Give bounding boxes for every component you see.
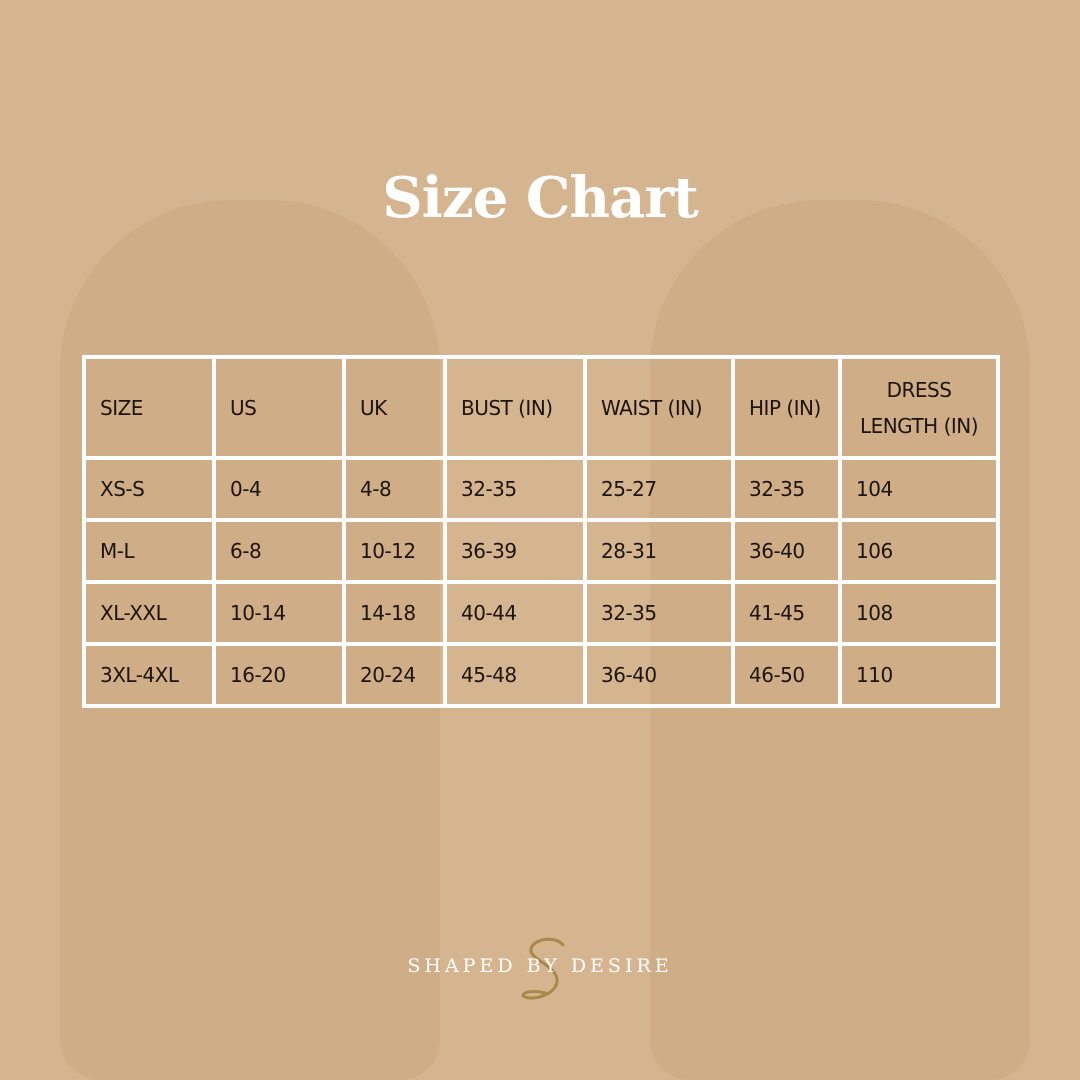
cell: XS-S (82, 456, 216, 522)
cell: 104 (838, 456, 1000, 522)
table-row: XL-XXL 10-14 14-18 40-44 32-35 41-45 108 (82, 580, 1000, 646)
brand-name: SHAPED BY DESIRE (407, 955, 673, 977)
cell: 45-48 (443, 642, 587, 708)
cell: 32-35 (443, 456, 587, 522)
cell: 28-31 (583, 518, 735, 584)
monogram-s-icon (521, 937, 565, 1000)
cell: 36-39 (443, 518, 587, 584)
cell: 10-14 (212, 580, 346, 646)
cell: 41-45 (731, 580, 842, 646)
header-cell: SIZE (82, 355, 216, 460)
cell: 36-40 (731, 518, 842, 584)
header-cell: US (212, 355, 346, 460)
cell: 108 (838, 580, 1000, 646)
cell: 32-35 (731, 456, 842, 522)
cell: 40-44 (443, 580, 587, 646)
header-cell: UK (342, 355, 447, 460)
table-row: M-L 6-8 10-12 36-39 28-31 36-40 106 (82, 518, 1000, 584)
cell: 16-20 (212, 642, 346, 708)
table-row: 3XL-4XL 16-20 20-24 45-48 36-40 46-50 11… (82, 642, 1000, 708)
cell: 46-50 (731, 642, 842, 708)
cell: 4-8 (342, 456, 447, 522)
cell: M-L (82, 518, 216, 584)
cell: 32-35 (583, 580, 735, 646)
header-cell: WAIST (IN) (583, 355, 735, 460)
cell: XL-XXL (82, 580, 216, 646)
cell: 36-40 (583, 642, 735, 708)
cell: 0-4 (212, 456, 346, 522)
page-title: Size Chart (382, 165, 699, 231)
cell: 110 (838, 642, 1000, 708)
cell: 20-24 (342, 642, 447, 708)
header-cell: HIP (IN) (731, 355, 842, 460)
cell: 3XL-4XL (82, 642, 216, 708)
size-chart-table: SIZE US UK BUST (IN) WAIST (IN) HIP (IN)… (82, 355, 1000, 708)
cell: 25-27 (583, 456, 735, 522)
table-row: XS-S 0-4 4-8 32-35 25-27 32-35 104 (82, 456, 1000, 522)
cell: 106 (838, 518, 1000, 584)
table-header-row: SIZE US UK BUST (IN) WAIST (IN) HIP (IN)… (82, 355, 1000, 460)
brand-logo: SHAPED BY DESIRE (0, 937, 1080, 1000)
header-cell: BUST (IN) (443, 355, 587, 460)
header-cell: DRESS LENGTH (IN) (838, 355, 1000, 460)
cell: 14-18 (342, 580, 447, 646)
cell: 10-12 (342, 518, 447, 584)
cell: 6-8 (212, 518, 346, 584)
